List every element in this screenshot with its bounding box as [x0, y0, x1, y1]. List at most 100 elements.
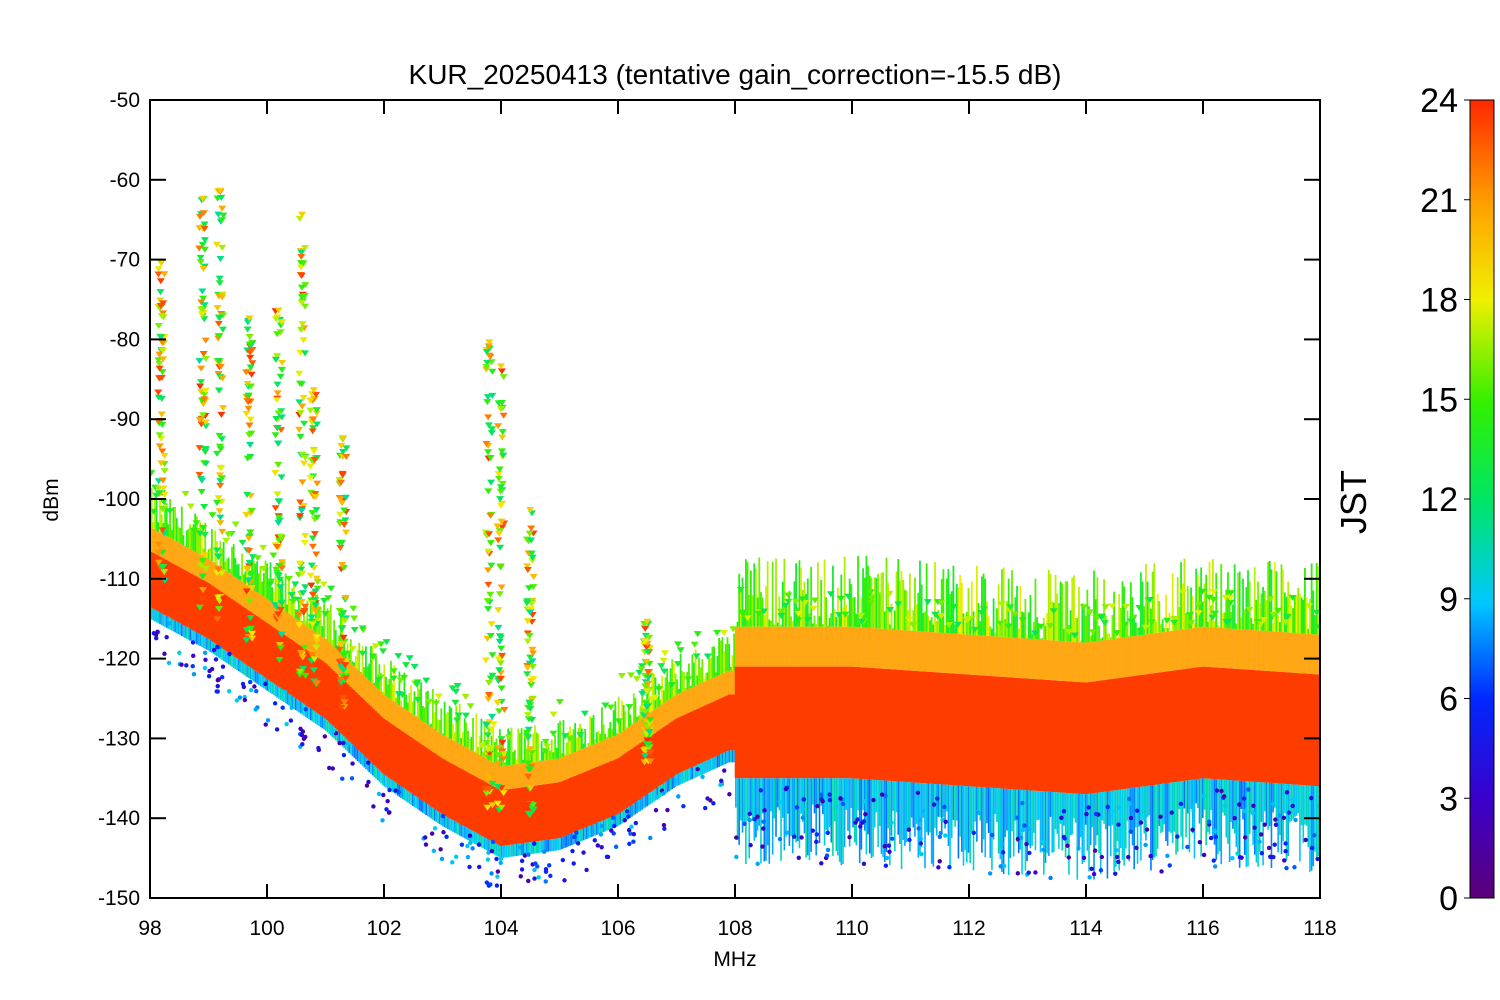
station-point [197, 311, 206, 318]
station-point [306, 572, 315, 579]
station-point [488, 713, 497, 720]
low-point [1197, 840, 1203, 845]
station-point [482, 364, 491, 371]
low-point [1087, 875, 1092, 880]
station-point [301, 350, 310, 357]
high-point [1170, 619, 1179, 626]
low-point [214, 689, 219, 694]
station-point [312, 644, 321, 651]
station-point [201, 446, 210, 453]
low-point [371, 804, 376, 809]
station-point [301, 672, 310, 679]
high-point [798, 596, 807, 603]
high-point [1141, 624, 1150, 631]
low-point [179, 662, 184, 667]
high-point [313, 578, 322, 585]
low-point [484, 880, 490, 885]
station-point [486, 591, 495, 598]
high-point [1288, 594, 1297, 601]
low-point [316, 747, 322, 753]
low-point [627, 841, 632, 847]
low-point [1292, 864, 1297, 870]
high-point [1266, 596, 1275, 603]
low-point [747, 817, 752, 823]
station-point [214, 553, 223, 560]
colorbar-tick-label: 18 [1420, 282, 1458, 320]
high-point [358, 650, 367, 657]
low-point [274, 727, 280, 732]
low-point [153, 632, 159, 637]
station-point [301, 603, 310, 610]
low-point [783, 786, 789, 792]
low-point [889, 820, 894, 825]
station-point [341, 494, 350, 501]
low-point [1293, 817, 1298, 823]
station-point [246, 529, 255, 536]
station-point [298, 321, 307, 328]
high-point [231, 521, 240, 528]
station-point [335, 685, 344, 692]
station-point [498, 448, 507, 455]
colorbar-label: JST [1333, 470, 1374, 534]
station-point [483, 399, 492, 406]
station-point [212, 547, 221, 554]
high-point [601, 702, 610, 709]
low-point [755, 861, 760, 867]
station-point [337, 704, 346, 711]
station-peak [526, 506, 535, 513]
low-point [631, 839, 636, 844]
low-point [387, 787, 392, 793]
station-point [159, 498, 168, 505]
station-point [160, 271, 169, 278]
low-point [612, 823, 617, 829]
station-point [313, 514, 322, 521]
station-point [245, 334, 254, 341]
y-tick-label: -70 [110, 249, 140, 272]
high-point [659, 657, 668, 664]
station-point [337, 658, 346, 665]
plot-marks [150, 187, 1320, 888]
low-point [202, 665, 208, 671]
station-point [496, 502, 505, 509]
low-point [1235, 851, 1240, 856]
station-point [309, 448, 318, 455]
station-point [306, 407, 315, 414]
low-point [532, 867, 537, 873]
low-point [1126, 854, 1131, 860]
station-point [198, 596, 207, 603]
station-point [341, 594, 350, 601]
station-point [271, 432, 280, 439]
station-point [483, 394, 492, 401]
low-point [1252, 825, 1257, 830]
station-point [308, 591, 317, 598]
station-point [526, 609, 535, 616]
low-point [598, 832, 604, 837]
station-point [525, 632, 534, 639]
station-point [277, 414, 286, 421]
station-point [200, 221, 209, 228]
low-point [991, 809, 996, 814]
station-point [644, 669, 653, 676]
high-point [566, 735, 575, 742]
station-point [218, 528, 227, 535]
low-point [191, 671, 197, 677]
high-point [541, 738, 550, 745]
low-point [207, 668, 212, 674]
low-point [625, 814, 631, 819]
high-point [461, 712, 470, 719]
station-point [274, 440, 283, 447]
station-point [276, 533, 285, 540]
low-point [681, 803, 686, 809]
station-point [338, 500, 347, 507]
low-point [784, 830, 790, 835]
low-point [548, 873, 553, 879]
station-point [641, 625, 650, 632]
station-point [278, 565, 287, 572]
station-point [273, 353, 282, 360]
station-point [645, 634, 654, 641]
station-point [201, 387, 210, 394]
station-point [213, 305, 222, 312]
low-point [1091, 871, 1097, 877]
station-point [196, 383, 205, 390]
station-point [243, 455, 252, 462]
